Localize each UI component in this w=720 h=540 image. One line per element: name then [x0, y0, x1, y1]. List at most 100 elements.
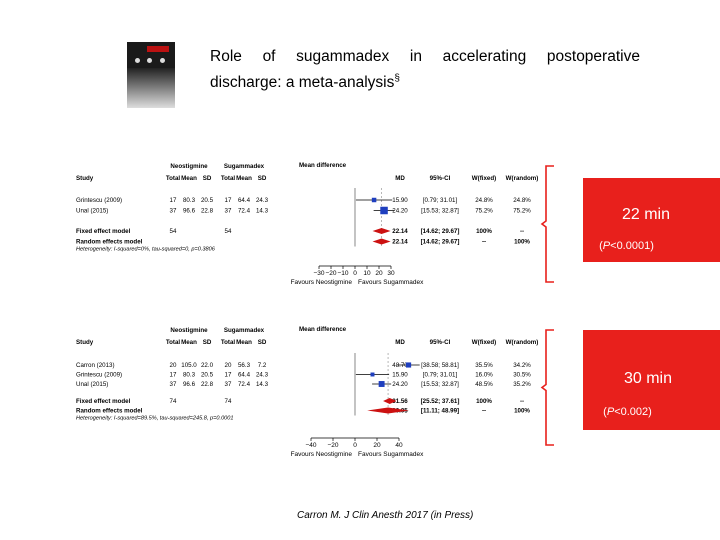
x-tick-label: 20	[375, 270, 383, 277]
column-header: Total	[166, 175, 181, 182]
pooled-md: 22.14	[392, 239, 408, 246]
callout-1-value: 22 min	[621, 206, 670, 223]
md-value: 24.20	[392, 208, 408, 215]
title-word: postoperative	[546, 48, 640, 65]
group1-mean: 80.3	[183, 372, 196, 379]
pooled-name: Fixed effect model	[76, 398, 131, 405]
study-header: Study	[76, 339, 94, 346]
group1-mean: 96.6	[183, 381, 196, 388]
pooled-ci: [14.62; 29.67]	[421, 239, 460, 246]
pooled-ci: [25.52; 37.61]	[421, 398, 460, 405]
effect-square	[370, 372, 375, 377]
callout-2-value: 30 min	[623, 370, 672, 387]
group1-sd: 20.5	[201, 372, 214, 379]
wrandom-value: 30.5%	[513, 372, 531, 379]
column-header: SD	[203, 175, 212, 182]
group2-total: 37	[225, 381, 232, 388]
wfixed-value: 75.2%	[475, 208, 493, 215]
group1-mean: 105.0	[181, 362, 197, 369]
journal-cover-gradient	[127, 68, 175, 108]
pooled-diamond	[383, 398, 397, 404]
group2-sd: 7.2	[258, 362, 267, 369]
pooled-name: Random effects model	[76, 408, 143, 415]
title-word: sugammadex	[296, 48, 390, 65]
ci-value: [0.79; 31.01]	[423, 372, 458, 379]
title-word: accelerating	[442, 48, 527, 65]
title-superscript: §	[394, 73, 400, 84]
x-tick-label: −40	[305, 442, 316, 449]
callout-box-1: 22 min (P<0.0001)	[583, 178, 720, 262]
group2-total: 37	[225, 208, 232, 215]
wrandom-header: W(random)	[506, 175, 539, 182]
group2-sd: 14.3	[256, 381, 269, 388]
effect-square	[371, 197, 377, 203]
md-value: 48.70	[392, 362, 408, 369]
journal-cover-icon	[127, 42, 175, 108]
wrandom-value: 75.2%	[513, 208, 531, 215]
x-tick-label: −20	[325, 270, 336, 277]
column-header: Total	[166, 339, 181, 346]
pooled-wrandom: 100%	[514, 408, 530, 415]
title-line-2: discharge: a meta-analysis§	[210, 68, 640, 94]
pooled-wrandom: --	[520, 398, 524, 405]
x-tick-label: 30	[387, 270, 395, 277]
pooled-ci: [11.11; 48.99]	[421, 408, 459, 415]
column-header: Mean	[236, 339, 252, 346]
group2-total: 17	[225, 372, 232, 379]
group1-total: 37	[170, 208, 177, 215]
x-tick-label: 20	[373, 442, 381, 449]
wfixed-value: 35.5%	[475, 362, 493, 369]
group1-sd: 22.8	[201, 208, 214, 215]
wfixed-header: W(fixed)	[472, 339, 496, 346]
pooled-name: Random effects model	[76, 239, 143, 246]
pooled-wrandom: 100%	[514, 239, 530, 246]
group1-total: 17	[170, 372, 177, 379]
effect-square	[406, 362, 412, 368]
ci-value: [0.79; 31.01]	[423, 197, 458, 204]
ci-value: [15.53; 32.87]	[421, 208, 459, 215]
study-name: Carron (2013)	[76, 362, 115, 369]
pooled-wfixed: 100%	[476, 398, 492, 405]
group1-total: 20	[170, 362, 177, 369]
callout-2-pvalue: (P<0.002)	[603, 406, 652, 418]
wfixed-value: 16.0%	[475, 372, 493, 379]
citation: Carron M. J Clin Anesth 2017 (in Press)	[297, 510, 474, 521]
wrandom-header: W(random)	[506, 339, 539, 346]
title-line-2-text: discharge: a meta-analysis	[210, 74, 395, 92]
group2-mean: 64.4	[238, 197, 251, 204]
x-label-left: Favours Neostigmine	[291, 451, 353, 458]
group2-mean: 72.4	[238, 208, 251, 215]
wrandom-value: 24.8%	[513, 197, 531, 204]
group2-sd: 24.3	[256, 197, 269, 204]
right-bracket-1	[540, 165, 554, 283]
x-tick-label: −20	[327, 442, 338, 449]
group2-sd: 14.3	[256, 208, 269, 215]
group1-sd: 20.5	[201, 197, 214, 204]
group1-mean: 96.6	[183, 208, 196, 215]
group1-total: 17	[170, 197, 177, 204]
journal-cover-dot	[135, 58, 140, 63]
column-header: SD	[203, 339, 212, 346]
group2-header: Sugammadex	[224, 327, 265, 334]
x-label-left: Favours Neostigmine	[291, 279, 353, 286]
group1-sd: 22.8	[201, 381, 214, 388]
study-header: Study	[76, 175, 94, 182]
pooled-wfixed: 100%	[476, 228, 492, 235]
pooled-group2-total: 54	[225, 228, 232, 235]
group1-header: Neostigmine	[170, 327, 208, 334]
pooled-group1-total: 54	[170, 228, 177, 235]
md-header: MD	[395, 175, 405, 182]
pooled-wfixed: --	[482, 239, 486, 246]
title-word: Role	[210, 48, 242, 65]
x-label-right: Favours Sugammadex	[358, 451, 424, 458]
column-header: Mean	[181, 339, 197, 346]
effect-square	[380, 206, 388, 215]
right-bracket-2	[540, 329, 554, 446]
group2-total: 20	[225, 362, 232, 369]
md-value: 24.20	[392, 381, 408, 388]
group2-mean: 72.4	[238, 381, 251, 388]
group2-mean: 64.4	[238, 372, 251, 379]
heterogeneity-text: Heterogeneity: I-squared=89.5%, tau-squa…	[76, 416, 234, 422]
md-value: 15.90	[392, 372, 408, 379]
